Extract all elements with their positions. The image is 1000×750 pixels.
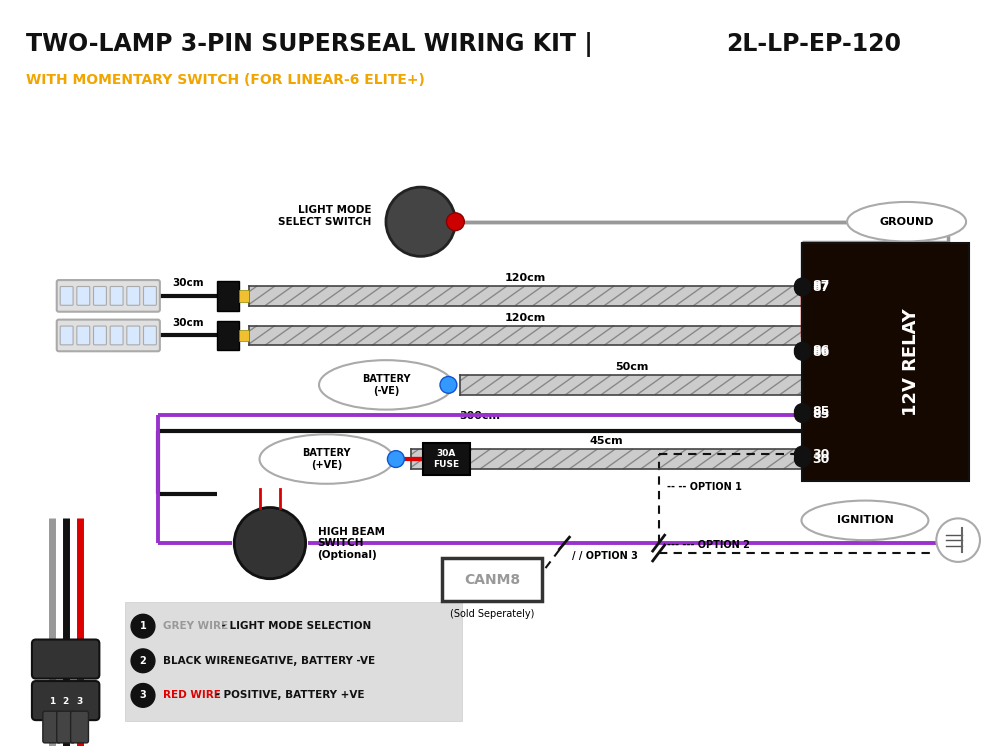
Text: - POSITIVE, BATTERY +VE: - POSITIVE, BATTERY +VE xyxy=(212,691,365,700)
Text: 12V RELAY: 12V RELAY xyxy=(902,308,920,416)
Text: (Sold Seperately): (Sold Seperately) xyxy=(450,609,534,619)
FancyBboxPatch shape xyxy=(127,286,140,305)
Text: 120cm: 120cm xyxy=(505,273,546,283)
Text: LIGHT MODE
SELECT SWITCH: LIGHT MODE SELECT SWITCH xyxy=(278,205,371,226)
FancyBboxPatch shape xyxy=(77,286,90,305)
Text: 1: 1 xyxy=(140,621,146,632)
Circle shape xyxy=(795,280,810,296)
FancyBboxPatch shape xyxy=(110,326,123,345)
Text: --- --- OPTION 2: --- --- OPTION 2 xyxy=(667,540,749,550)
Text: 3: 3 xyxy=(140,691,146,700)
FancyBboxPatch shape xyxy=(32,681,99,720)
Text: 85: 85 xyxy=(812,408,830,421)
FancyBboxPatch shape xyxy=(57,711,75,742)
Text: 30: 30 xyxy=(812,452,830,466)
Bar xyxy=(217,320,239,350)
Bar xyxy=(423,443,470,475)
FancyBboxPatch shape xyxy=(57,320,160,351)
Bar xyxy=(125,602,462,721)
FancyBboxPatch shape xyxy=(127,326,140,345)
Text: 30A
FUSE: 30A FUSE xyxy=(433,449,460,469)
Text: 120cm: 120cm xyxy=(505,313,546,322)
Bar xyxy=(802,244,969,481)
Text: 3: 3 xyxy=(76,697,83,706)
Text: 86: 86 xyxy=(812,344,830,357)
Bar xyxy=(249,286,802,306)
FancyBboxPatch shape xyxy=(57,280,160,312)
Circle shape xyxy=(446,213,464,230)
Text: GROUND: GROUND xyxy=(879,217,934,226)
Text: 2: 2 xyxy=(63,697,69,706)
FancyBboxPatch shape xyxy=(60,286,73,305)
Text: / / OPTION 3: / / OPTION 3 xyxy=(572,551,638,562)
Text: IGNITION: IGNITION xyxy=(837,515,893,525)
Text: - NEGATIVE, BATTERY -VE: - NEGATIVE, BATTERY -VE xyxy=(224,656,375,666)
Circle shape xyxy=(131,649,155,673)
Circle shape xyxy=(387,451,404,467)
Ellipse shape xyxy=(847,202,966,242)
Circle shape xyxy=(795,278,810,294)
Text: 30: 30 xyxy=(812,448,830,460)
Text: 2L-LP-EP-120: 2L-LP-EP-120 xyxy=(726,32,901,56)
Circle shape xyxy=(386,187,455,256)
Bar xyxy=(217,281,239,310)
Circle shape xyxy=(795,404,810,419)
Text: 30cm: 30cm xyxy=(172,317,203,328)
FancyBboxPatch shape xyxy=(32,640,99,679)
Bar xyxy=(411,449,802,469)
Text: 2: 2 xyxy=(140,656,146,666)
Text: 86: 86 xyxy=(812,346,830,358)
Text: 45cm: 45cm xyxy=(589,436,623,446)
Text: RED WIRE: RED WIRE xyxy=(163,691,221,700)
Text: - LIGHT MODE SELECTION: - LIGHT MODE SELECTION xyxy=(218,621,371,632)
FancyBboxPatch shape xyxy=(71,711,88,742)
Bar xyxy=(460,375,802,394)
Ellipse shape xyxy=(801,500,928,540)
Text: BATTERY
(-VE): BATTERY (-VE) xyxy=(362,374,410,396)
FancyBboxPatch shape xyxy=(143,326,156,345)
Ellipse shape xyxy=(319,360,453,410)
Circle shape xyxy=(795,342,810,358)
Bar xyxy=(249,326,802,345)
FancyBboxPatch shape xyxy=(60,326,73,345)
Bar xyxy=(239,290,249,302)
Text: 300cm: 300cm xyxy=(460,412,501,422)
Circle shape xyxy=(795,446,810,462)
FancyBboxPatch shape xyxy=(43,711,61,742)
Circle shape xyxy=(795,406,810,422)
Circle shape xyxy=(795,344,810,360)
FancyBboxPatch shape xyxy=(77,326,90,345)
Text: TWO-LAMP 3-PIN SUPERSEAL WIRING KIT |: TWO-LAMP 3-PIN SUPERSEAL WIRING KIT | xyxy=(26,32,593,57)
Text: 87: 87 xyxy=(812,281,830,295)
Text: WITH MOMENTARY SWITCH (FOR LINEAR-6 ELITE+): WITH MOMENTARY SWITCH (FOR LINEAR-6 ELIT… xyxy=(26,74,425,88)
Circle shape xyxy=(234,508,306,579)
FancyBboxPatch shape xyxy=(94,286,106,305)
Text: -- -- OPTION 1: -- -- OPTION 1 xyxy=(667,482,741,492)
Text: CANM8: CANM8 xyxy=(464,573,520,586)
Circle shape xyxy=(440,376,457,393)
Text: 85: 85 xyxy=(812,405,830,418)
Text: BATTERY
(+VE): BATTERY (+VE) xyxy=(302,448,351,470)
Circle shape xyxy=(936,518,980,562)
FancyBboxPatch shape xyxy=(110,286,123,305)
Text: HIGH BEAM
SWITCH
(Optional): HIGH BEAM SWITCH (Optional) xyxy=(318,526,385,560)
Text: 1: 1 xyxy=(49,697,55,706)
Ellipse shape xyxy=(260,434,393,484)
Text: 30cm: 30cm xyxy=(172,278,203,288)
FancyBboxPatch shape xyxy=(143,286,156,305)
Text: 87: 87 xyxy=(812,280,830,292)
Circle shape xyxy=(131,614,155,638)
Circle shape xyxy=(131,683,155,707)
Circle shape xyxy=(795,452,810,467)
Text: GREY WIRE: GREY WIRE xyxy=(163,621,228,632)
Bar xyxy=(239,329,249,341)
Bar xyxy=(442,558,542,602)
Text: 50cm: 50cm xyxy=(615,362,649,372)
FancyBboxPatch shape xyxy=(94,326,106,345)
Text: BLACK WIRE: BLACK WIRE xyxy=(163,656,235,666)
